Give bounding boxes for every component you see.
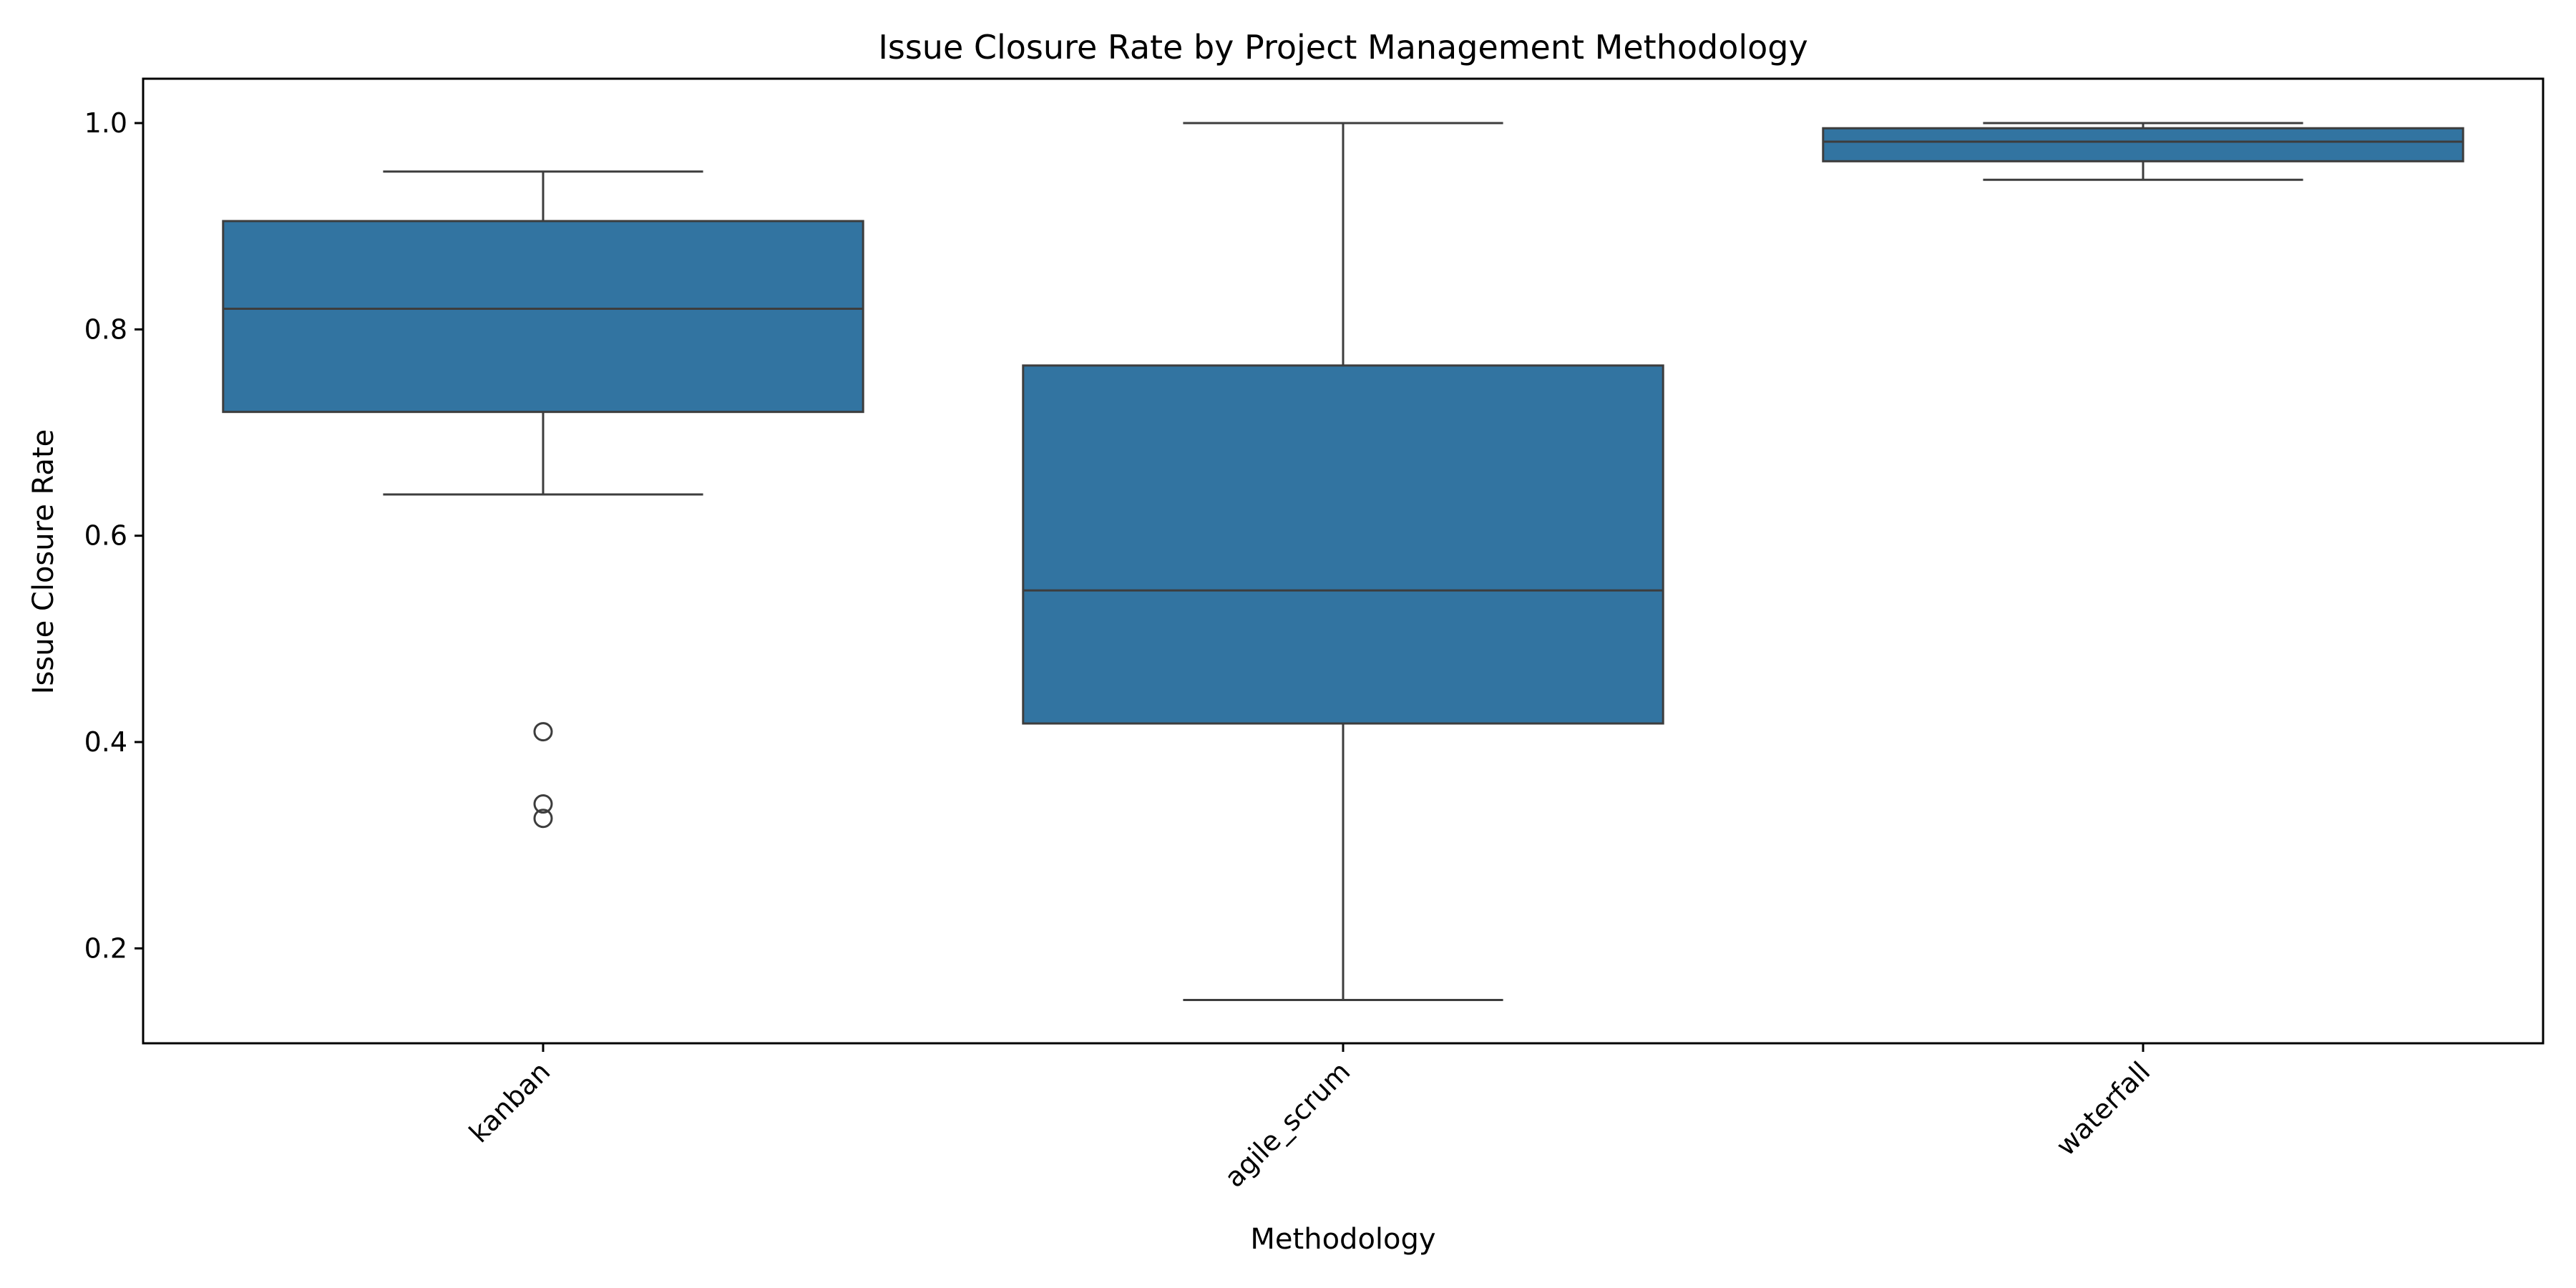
box-iqr bbox=[222, 220, 864, 414]
box-group-agile_scrum bbox=[1022, 122, 1664, 1001]
outlier-point bbox=[533, 794, 553, 814]
y-tick-label: 1.0 bbox=[84, 107, 127, 139]
y-tick-label: 0.8 bbox=[84, 313, 127, 345]
plot-marks bbox=[222, 122, 2464, 1001]
outlier-point bbox=[533, 722, 553, 742]
box-iqr bbox=[1022, 364, 1664, 725]
y-tick-label: 0.4 bbox=[84, 726, 127, 758]
outlier-point bbox=[533, 809, 553, 829]
box-group-kanban bbox=[222, 170, 864, 829]
y-tick-label: 0.2 bbox=[84, 932, 127, 964]
y-axis-ticks: 0.2 0.4 0.6 0.8 1.0 bbox=[84, 107, 143, 964]
box-iqr bbox=[1822, 127, 2464, 162]
chart-title: Issue Closure Rate by Project Management… bbox=[878, 28, 1807, 67]
y-axis-label: Issue Closure Rate bbox=[27, 429, 60, 694]
box-group-waterfall bbox=[1822, 122, 2464, 181]
x-axis-label: Methodology bbox=[1250, 1223, 1435, 1256]
y-tick-label: 0.6 bbox=[84, 520, 127, 552]
